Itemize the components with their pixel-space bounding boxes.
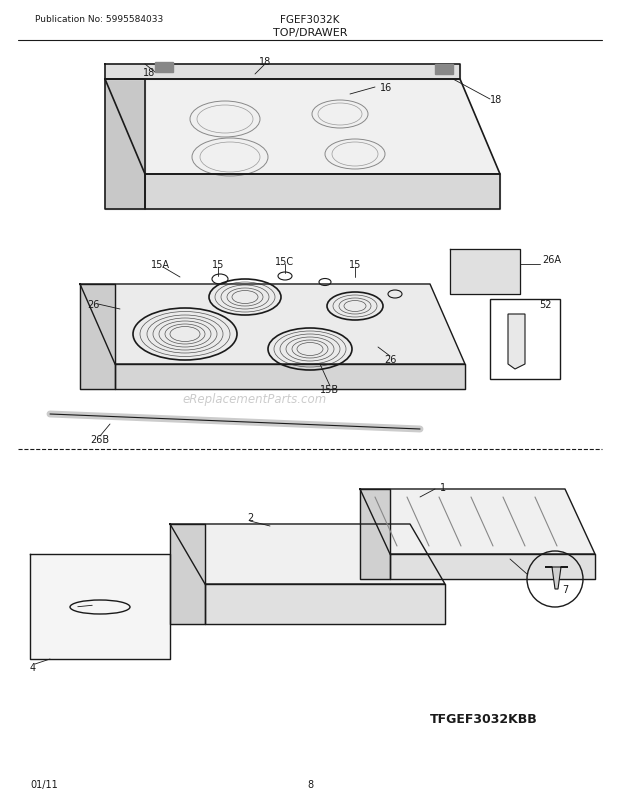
Text: 15: 15 — [212, 260, 224, 269]
Polygon shape — [80, 285, 465, 365]
Text: FGEF3032K: FGEF3032K — [280, 15, 340, 25]
Polygon shape — [170, 525, 205, 624]
Text: 26A: 26A — [542, 255, 561, 265]
Text: 7: 7 — [562, 585, 568, 594]
Polygon shape — [105, 80, 500, 175]
Polygon shape — [450, 249, 520, 294]
Polygon shape — [360, 489, 595, 554]
Text: 1: 1 — [440, 482, 446, 492]
Bar — [490, 300, 560, 379]
Text: 4: 4 — [30, 662, 36, 672]
Text: 26B: 26B — [91, 435, 110, 444]
Polygon shape — [205, 585, 445, 624]
Text: 8: 8 — [307, 779, 313, 789]
Text: 01/11: 01/11 — [30, 779, 58, 789]
Polygon shape — [30, 554, 170, 659]
Text: 26: 26 — [87, 300, 99, 310]
Polygon shape — [508, 314, 525, 370]
Text: 52: 52 — [539, 300, 551, 310]
Text: 26: 26 — [384, 354, 396, 365]
Bar — [435, 65, 453, 75]
Polygon shape — [170, 525, 445, 585]
Text: eReplacementParts.com: eReplacementParts.com — [183, 393, 327, 406]
Polygon shape — [115, 365, 465, 390]
Text: TFGEF3032KBB: TFGEF3032KBB — [430, 713, 538, 726]
Polygon shape — [360, 489, 390, 579]
Text: Publication No: 5995584033: Publication No: 5995584033 — [35, 15, 163, 25]
Text: 15B: 15B — [321, 384, 340, 395]
Polygon shape — [545, 567, 568, 589]
Polygon shape — [390, 554, 595, 579]
Text: 15A: 15A — [151, 260, 169, 269]
Text: 18: 18 — [490, 95, 502, 105]
Text: 15: 15 — [349, 260, 361, 269]
Bar — [155, 63, 173, 73]
Text: 2: 2 — [247, 512, 253, 522]
Polygon shape — [145, 175, 500, 210]
Polygon shape — [105, 65, 460, 80]
Polygon shape — [80, 285, 115, 390]
Text: 15C: 15C — [275, 257, 294, 267]
Text: 16: 16 — [380, 83, 392, 93]
Text: 18: 18 — [143, 68, 155, 78]
Text: 18: 18 — [259, 57, 271, 67]
Polygon shape — [105, 80, 145, 210]
Text: TOP/DRAWER: TOP/DRAWER — [273, 28, 347, 38]
